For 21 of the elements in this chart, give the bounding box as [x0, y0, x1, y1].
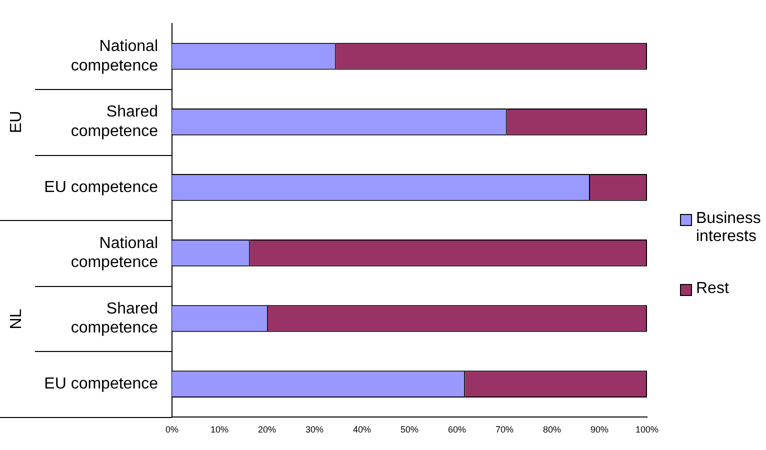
- y-tick-label: EU competence: [44, 178, 158, 196]
- legend-label: Rest: [696, 280, 730, 298]
- x-tick-label: 30%: [305, 424, 324, 435]
- y-tick-label: National competence: [70, 234, 158, 271]
- x-tick-label: 0%: [165, 424, 179, 435]
- x-tick-label: 10%: [210, 424, 229, 435]
- y-tick-label: Shared competence: [70, 104, 158, 140]
- x-tick-label: 40%: [352, 424, 372, 435]
- x-tick-label: 20%: [258, 424, 276, 435]
- x-tick-label: 60%: [448, 424, 466, 435]
- x-tick-label: 70%: [495, 424, 514, 435]
- y-tick-label: National competence: [70, 38, 158, 74]
- x-tick-label: 80%: [542, 424, 562, 435]
- text: NL: [8, 308, 26, 329]
- y-tick-label: Shared competence: [70, 300, 158, 337]
- legend-label: Business interests: [696, 210, 762, 246]
- x-tick-label: 50%: [400, 424, 419, 435]
- y-tick-label: EU competence: [44, 375, 158, 392]
- x-tick-label: 100%: [635, 424, 659, 435]
- text: EU: [8, 110, 26, 134]
- x-tick-label: 90%: [590, 424, 609, 435]
